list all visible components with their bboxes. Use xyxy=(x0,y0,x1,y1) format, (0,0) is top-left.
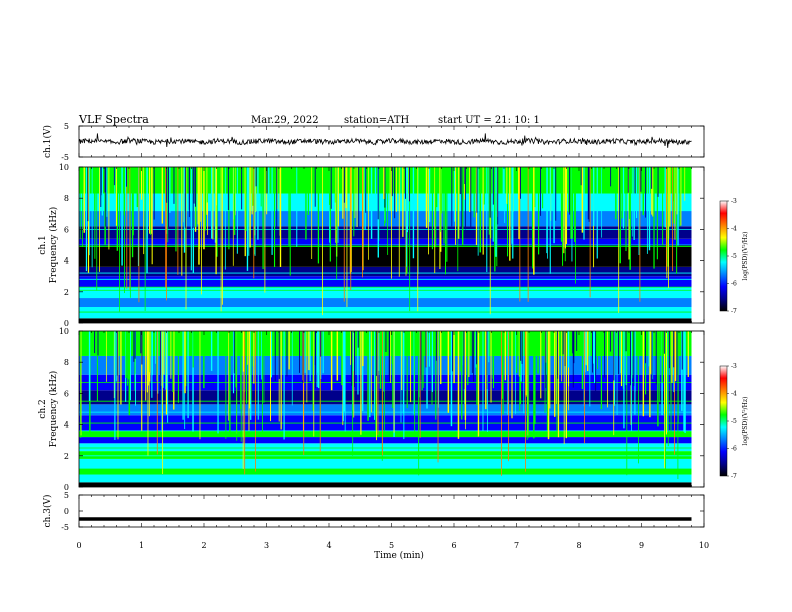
freq-band xyxy=(79,307,692,319)
y-tick-label: 6 xyxy=(64,389,69,398)
ch3-waveform-panel: 5 0 -5 ch.3(V) xyxy=(42,491,705,532)
colorbar-tick-label: -3 xyxy=(731,363,737,370)
colorbar-tick-label: -7 xyxy=(731,308,737,315)
y-tick-label: 5 xyxy=(64,122,69,131)
colorbar-tick-label: -7 xyxy=(731,473,737,480)
y-axis-label: ch.2 xyxy=(38,399,48,418)
date-label: Mar.29, 2022 xyxy=(251,115,319,126)
y-axis-label: Frequency (kHz) xyxy=(48,207,59,284)
colorbar-gradient xyxy=(719,200,728,312)
x-tick-label: 2 xyxy=(201,541,206,550)
colorbar-tick-label: -3 xyxy=(731,198,737,205)
y-tick-label: 0 xyxy=(64,507,69,516)
freq-band xyxy=(79,437,692,444)
freq-band xyxy=(79,331,692,356)
waveform-trace xyxy=(78,133,692,148)
figure-title: VLF Spectra xyxy=(78,113,149,126)
x-tick-label: 8 xyxy=(576,541,581,550)
y-axis-label: Frequency (kHz) xyxy=(48,371,59,448)
freq-band xyxy=(79,245,692,267)
y-tick-label: 0 xyxy=(64,319,69,328)
colorbar-tick-label: -4 xyxy=(731,391,737,398)
y-tick-label: 10 xyxy=(59,163,69,172)
x-tick-label: 4 xyxy=(326,541,331,550)
freq-band xyxy=(79,226,692,239)
x-tick-label: 0 xyxy=(76,541,81,550)
colorbar-tick-label: -4 xyxy=(731,226,737,233)
freq-band xyxy=(79,443,692,452)
time-axis: 0 1 2 3 4 5 6 7 8 9 10 xyxy=(76,541,709,550)
ch1-colorbar: -3 -4 -5 -6 -7 log(PSD)(V²/Hz) xyxy=(719,198,749,315)
freq-band xyxy=(79,298,692,308)
y-tick-label: 4 xyxy=(64,257,69,266)
spectrogram-image xyxy=(79,331,692,487)
ch2-spectrogram-panel: 0 2 4 6 8 10 ch.2 Frequency (kHz) xyxy=(38,327,705,492)
y-tick-label: 2 xyxy=(64,288,69,297)
freq-band xyxy=(79,468,692,475)
y-tick-label: 8 xyxy=(64,194,69,203)
colorbar-tick-label: -5 xyxy=(731,253,737,260)
freq-band xyxy=(79,390,692,405)
colorbar-label: log(PSD)(V²/Hz) xyxy=(742,397,749,446)
colorbar-tick-label: -6 xyxy=(731,281,737,288)
x-tick-label: 7 xyxy=(514,541,519,550)
start-time-label: start UT = 21: 10: 1 xyxy=(438,115,540,126)
x-tick-label: 1 xyxy=(139,541,144,550)
station-label: station=ATH xyxy=(344,115,410,126)
freq-band xyxy=(79,430,692,438)
freq-band xyxy=(79,451,692,459)
y-tick-label: 10 xyxy=(59,327,69,336)
y-axis-label: ch.1 xyxy=(38,235,48,254)
x-tick-label: 10 xyxy=(699,541,709,550)
ch1-spectrogram-panel: 0 2 4 6 8 10 ch.1 Frequency (kHz) xyxy=(38,163,705,328)
y-tick-label: 2 xyxy=(64,452,69,461)
y-tick-label: -5 xyxy=(61,523,69,532)
spectrogram-image xyxy=(79,167,692,323)
plot-frame xyxy=(78,494,705,528)
x-tick-label: 5 xyxy=(389,541,394,550)
colorbar-tick-label: -5 xyxy=(731,418,737,425)
y-tick-label: 4 xyxy=(64,421,69,430)
freq-band xyxy=(79,266,692,277)
freq-band xyxy=(79,458,692,469)
x-axis-label: Time (min) xyxy=(374,550,424,561)
y-tick-label: 5 xyxy=(64,491,69,500)
y-axis-label: ch.1(V) xyxy=(42,125,53,158)
y-axis-label: ch.3(V) xyxy=(42,495,53,528)
colorbar-gradient xyxy=(719,365,728,477)
freq-band xyxy=(79,404,692,416)
colorbar-tick-label: -6 xyxy=(731,446,737,453)
freq-band xyxy=(79,474,692,483)
x-tick-label: 3 xyxy=(264,541,269,550)
freq-band xyxy=(79,287,692,299)
y-tick-label: -5 xyxy=(61,153,69,162)
y-tick-label: 8 xyxy=(64,358,69,367)
y-tick-label: 6 xyxy=(64,225,69,234)
y-tick-label: 0 xyxy=(64,483,69,492)
freq-band xyxy=(79,276,692,288)
x-tick-label: 6 xyxy=(451,541,456,550)
x-tick-label: 9 xyxy=(639,541,644,550)
colorbar-label: log(PSD)(V²/Hz) xyxy=(742,232,749,281)
ch1-waveform-panel: 5 -5 ch.1(V) xyxy=(42,122,705,162)
freq-band xyxy=(79,238,692,245)
ch2-colorbar: -3 -4 -5 -6 -7 log(PSD)(V²/Hz) xyxy=(719,363,749,480)
